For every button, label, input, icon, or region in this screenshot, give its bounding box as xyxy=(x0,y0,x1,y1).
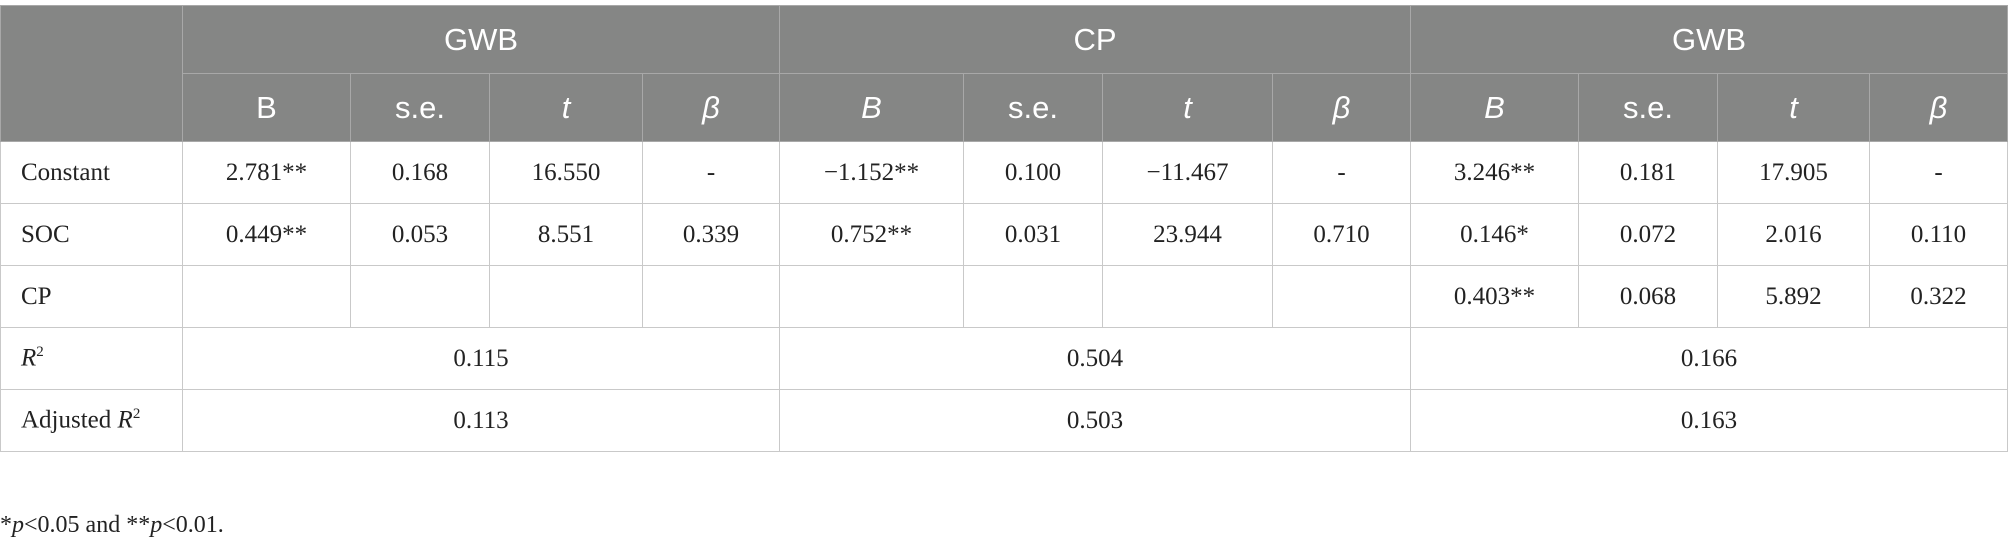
cell: 0.053 xyxy=(350,203,490,266)
empty-cell xyxy=(963,265,1103,328)
cell: 0.072 xyxy=(1578,203,1719,266)
cell: 2.781** xyxy=(182,141,351,204)
empty-cell xyxy=(182,265,351,328)
footnote-part: * xyxy=(0,512,12,538)
data-row: SOC 0.449** 0.053 8.551 0.339 0.752** 0.031 23.… xyxy=(0,203,2009,266)
cell: 0.449** xyxy=(182,203,351,266)
footnote-part: <0.01. xyxy=(162,512,224,538)
cell: - xyxy=(642,141,780,204)
merged-cell: 0.504 xyxy=(778,327,1412,390)
column-header: t xyxy=(1717,73,1871,142)
cell: 23.944 xyxy=(1102,203,1273,266)
column-header: s.e. xyxy=(350,73,490,142)
column-header: β xyxy=(642,73,780,142)
group-header: CP xyxy=(778,5,1412,74)
label-superscript: 2 xyxy=(132,406,141,423)
cell: 17.905 xyxy=(1717,141,1871,204)
label-text: Adjusted xyxy=(21,406,118,434)
column-header: B xyxy=(779,73,964,142)
cell: - xyxy=(1869,141,2009,204)
cell: 0.168 xyxy=(350,141,490,204)
label-italic: R xyxy=(117,406,133,434)
cell: - xyxy=(1271,141,1412,204)
footnote-part: <0.05 and ** xyxy=(24,512,151,538)
cell: 16.550 xyxy=(489,141,643,204)
data-row: Adjusted R2 0.113 0.503 0.163 xyxy=(0,389,2009,452)
row-label: Adjusted R2 xyxy=(0,389,183,452)
footnote-part: p xyxy=(150,512,163,538)
empty-cell xyxy=(489,265,643,328)
cell: 0.322 xyxy=(1869,265,2009,328)
cell: 0.031 xyxy=(963,203,1103,266)
corner-cell xyxy=(0,5,183,142)
cell: 0.110 xyxy=(1869,203,2009,266)
header-row: GWB CP GWB xyxy=(0,5,2009,142)
column-header: B xyxy=(1410,73,1580,142)
column-header: B xyxy=(182,73,351,142)
empty-cell xyxy=(1271,265,1412,328)
label-text: SOC xyxy=(21,220,70,248)
merged-cell: 0.115 xyxy=(182,327,780,390)
footnote-part: p xyxy=(12,512,24,538)
cell: −11.467 xyxy=(1102,141,1273,204)
column-header: β xyxy=(1869,73,2009,142)
cell: 0.181 xyxy=(1578,141,1719,204)
data-row: Constant 2.781** 0.168 16.550- −1.152** 0.100… xyxy=(0,141,2009,204)
row-label: CP xyxy=(0,265,183,328)
merged-cell: 0.113 xyxy=(182,389,780,452)
footnote: *p<0.05 and **p<0.01. xyxy=(0,512,224,539)
cell: 0.068 xyxy=(1578,265,1719,328)
merged-cell: 0.163 xyxy=(1410,389,2009,452)
column-header: s.e. xyxy=(1578,73,1719,142)
empty-cell xyxy=(642,265,780,328)
cell: 0.710 xyxy=(1271,203,1412,266)
label-italic: R xyxy=(21,344,37,372)
row-label: Constant xyxy=(0,141,183,204)
cell: 0.403** xyxy=(1410,265,1580,328)
label-text: Constant xyxy=(21,158,110,186)
cell: 0.146* xyxy=(1410,203,1580,266)
group-header: GWB xyxy=(182,5,780,74)
column-header: t xyxy=(1102,73,1273,142)
column-header: t xyxy=(489,73,643,142)
cell: 0.339 xyxy=(642,203,780,266)
column-header: s.e. xyxy=(963,73,1103,142)
empty-cell xyxy=(1102,265,1273,328)
cell: −1.152** xyxy=(779,141,964,204)
column-header: β xyxy=(1271,73,1412,142)
merged-cell: 0.166 xyxy=(1410,327,2009,390)
data-row: CP 0.403** 0.068 5.892 0.322 xyxy=(0,265,2009,328)
cell: 8.551 xyxy=(489,203,643,266)
cell: 2.016 xyxy=(1717,203,1871,266)
empty-cell xyxy=(350,265,490,328)
label-text: CP xyxy=(21,282,52,310)
group-header: GWB xyxy=(1410,5,2009,74)
cell: 3.246** xyxy=(1410,141,1580,204)
empty-cell xyxy=(779,265,964,328)
row-label: R2 xyxy=(0,327,183,390)
row-label: SOC xyxy=(0,203,183,266)
data-row: R2 0.115 0.504 0.166 xyxy=(0,327,2009,390)
label-superscript: 2 xyxy=(36,344,44,361)
cell: 0.752** xyxy=(779,203,964,266)
merged-cell: 0.503 xyxy=(778,389,1412,452)
cell: 0.100 xyxy=(963,141,1103,204)
cell: 5.892 xyxy=(1717,265,1871,328)
